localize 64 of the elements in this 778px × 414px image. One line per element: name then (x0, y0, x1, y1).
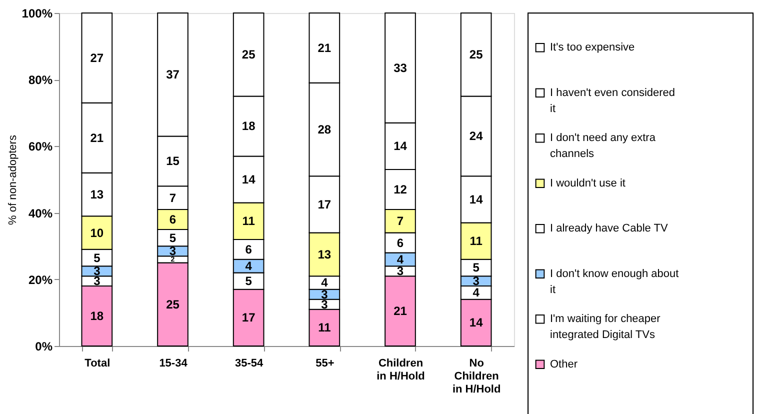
data-label: 33 (394, 60, 408, 75)
data-label: 3 (396, 264, 404, 278)
data-label: 11 (242, 214, 256, 228)
x-tick-label: Children in H/Hold (376, 358, 425, 382)
y-tick-label: 100% (22, 6, 53, 20)
data-label: 11 (318, 320, 332, 335)
x-tick-label: 55+ (316, 358, 334, 370)
data-label: 5 (169, 230, 176, 245)
data-label: 21 (394, 304, 408, 318)
legend-label: I wouldn't use it (550, 177, 626, 190)
legend-label: I haven't even considered it (550, 86, 676, 115)
y-tick-label: 40% (28, 206, 53, 220)
data-label: 13 (90, 187, 104, 202)
legend-label: I don't need any extra channels (550, 132, 656, 160)
data-label: 17 (318, 197, 332, 212)
data-label: 10 (90, 226, 104, 240)
data-label: 18 (90, 309, 104, 324)
data-label: 4 (321, 276, 328, 290)
data-label: 25 (242, 48, 256, 62)
data-label: 5 (245, 274, 252, 288)
data-label: 28 (318, 122, 332, 137)
data-label: 14 (394, 139, 408, 154)
data-label: 14 (469, 316, 484, 330)
x-tick-label: No Children in H/Hold (452, 358, 501, 396)
data-label: 12 (394, 182, 408, 196)
data-label: 27 (90, 50, 104, 65)
data-label: 21 (318, 40, 332, 55)
data-label: 17 (242, 310, 256, 325)
data-label: 7 (396, 214, 404, 228)
data-label: 4 (472, 286, 480, 300)
data-label: 18 (242, 119, 256, 134)
data-label: 6 (396, 236, 404, 250)
data-label: 4 (245, 259, 252, 274)
data-label: 13 (318, 247, 332, 262)
data-label: 15 (166, 154, 180, 168)
legend-label: Other (550, 358, 578, 370)
data-label: 4 (396, 252, 404, 266)
data-label: 25 (469, 48, 484, 62)
data-label: 3 (94, 274, 101, 288)
data-label: 6 (245, 242, 252, 256)
y-tick-label: 60% (28, 140, 53, 154)
legend-label: I already have Cable TV (550, 222, 668, 235)
y-tick-label: 0% (35, 340, 53, 354)
data-label: 11 (470, 234, 483, 248)
y-tick-label: 20% (28, 272, 53, 287)
legend-label: It's too expensive (550, 42, 635, 54)
data-label: 21 (90, 130, 104, 145)
x-tick-label: 35-54 (235, 358, 264, 370)
data-label: 5 (472, 260, 480, 275)
y-axis-title: % of non-adopters (6, 134, 19, 225)
data-label: 14 (242, 172, 256, 186)
data-label: 24 (469, 129, 484, 144)
legend-label: I don't know enough about it (550, 268, 679, 296)
data-label: 37 (166, 68, 180, 82)
data-label: 25 (166, 297, 180, 312)
legend-label: I'm waiting for cheaper integrated Digital TVs (550, 313, 661, 342)
y-tick-label: 80% (28, 73, 53, 88)
data-label: 5 (94, 250, 101, 265)
x-tick-label: 15-34 (159, 358, 188, 370)
data-label: 7 (169, 190, 176, 205)
data-label: 3 (472, 274, 480, 288)
data-label: 6 (169, 212, 176, 226)
data-label: 14 (469, 192, 484, 206)
x-tick-label: Total (84, 358, 110, 370)
